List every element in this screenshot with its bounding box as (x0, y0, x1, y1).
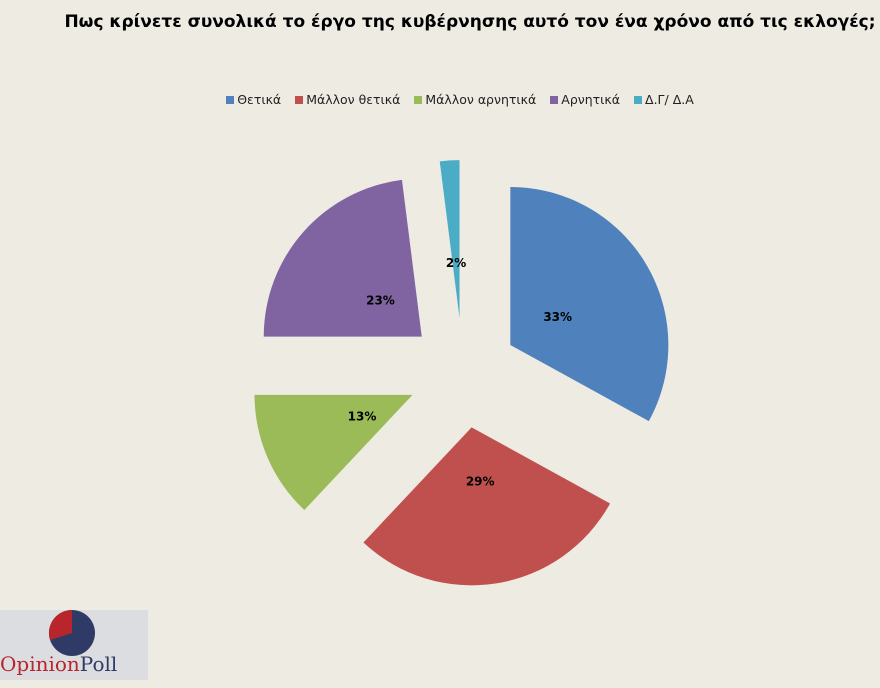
pie-slice (263, 179, 422, 337)
data-label: 13% (348, 410, 377, 424)
legend: Θετικά Μάλλον θετικά Μάλλον αρνητικά Αρνητι… (0, 92, 880, 107)
legend-item: Θετικά (226, 92, 281, 107)
legend-swatch (295, 95, 304, 104)
data-label: 23% (366, 293, 395, 307)
opinionpoll-logo: OpinionPoll (0, 610, 148, 680)
legend-label: Αρνητικά (561, 92, 621, 107)
legend-item: Δ.Γ/ Δ.Α (634, 92, 694, 107)
legend-item: Αρνητικά (550, 92, 620, 107)
legend-label: Δ.Γ/ Δ.Α (645, 92, 694, 107)
legend-label: Μάλλον αρνητικά (425, 92, 537, 107)
pie-slice (439, 160, 460, 319)
data-label: 33% (543, 310, 572, 324)
pie-slice (510, 187, 669, 422)
legend-item: Μάλλον αρνητικά (414, 92, 536, 107)
legend-swatch (226, 95, 235, 104)
legend-swatch (414, 95, 423, 104)
logo-text: OpinionPoll (0, 652, 118, 676)
data-label: 2% (446, 256, 466, 270)
legend-item: Μάλλον θετικά (295, 92, 400, 107)
pie-slice (254, 394, 413, 511)
legend-label: Θετικά (237, 92, 282, 107)
legend-label: Μάλλον θετικά (306, 92, 401, 107)
legend-swatch (634, 95, 643, 104)
legend-swatch (550, 95, 559, 104)
data-label: 29% (466, 475, 495, 489)
chart-title: Πως κρίνετε συνολικά το έργο της κυβέρνη… (64, 12, 876, 32)
logo-pie-icon (48, 610, 95, 656)
pie-slice (363, 427, 611, 586)
